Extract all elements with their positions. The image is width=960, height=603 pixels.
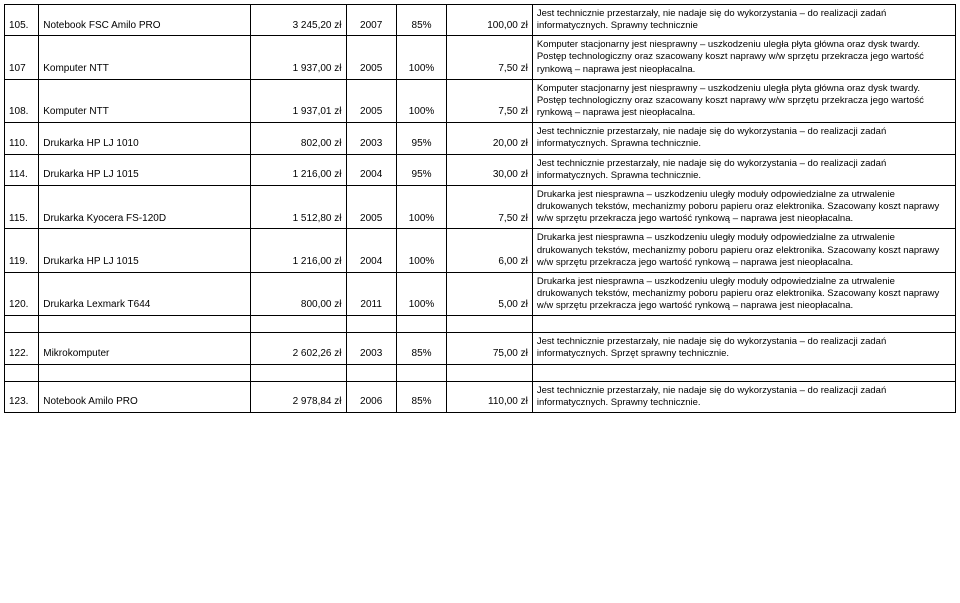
- cell-value: 802,00 zł: [250, 123, 346, 154]
- cell-description: Drukarka jest niesprawna – uszkodzeniu u…: [532, 229, 955, 272]
- cell-percent: 85%: [396, 5, 446, 36]
- row-gap: [5, 364, 956, 381]
- cell-year: 2004: [346, 229, 396, 272]
- cell-lp: 108.: [5, 79, 39, 122]
- cell-description: Jest technicznie przestarzały, nie nadaj…: [532, 154, 955, 185]
- row-gap: [5, 316, 956, 333]
- table-row: 120.Drukarka Lexmark T644800,00 zł201110…: [5, 272, 956, 315]
- cell-lp: 105.: [5, 5, 39, 36]
- cell-lp: 122.: [5, 333, 39, 364]
- cell-amount: 20,00 zł: [447, 123, 533, 154]
- cell-percent: 100%: [396, 185, 446, 228]
- cell-lp: 120.: [5, 272, 39, 315]
- cell-description: Komputer stacjonarny jest niesprawny – u…: [532, 36, 955, 79]
- cell-lp: 110.: [5, 123, 39, 154]
- cell-year: 2003: [346, 123, 396, 154]
- table-row: 119.Drukarka HP LJ 10151 216,00 zł200410…: [5, 229, 956, 272]
- cell-percent: 100%: [396, 229, 446, 272]
- cell-description: Jest technicznie przestarzały, nie nadaj…: [532, 123, 955, 154]
- table-row: 107Komputer NTT1 937,00 zł2005100%7,50 z…: [5, 36, 956, 79]
- cell-value: 800,00 zł: [250, 272, 346, 315]
- cell-description: Jest technicznie przestarzały, nie nadaj…: [532, 333, 955, 364]
- cell-amount: 7,50 zł: [447, 79, 533, 122]
- cell-amount: 7,50 zł: [447, 36, 533, 79]
- equipment-table: 105.Notebook FSC Amilo PRO3 245,20 zł200…: [4, 4, 956, 413]
- table-row: 114.Drukarka HP LJ 10151 216,00 zł200495…: [5, 154, 956, 185]
- cell-name: Drukarka Kyocera FS-120D: [39, 185, 251, 228]
- cell-lp: 119.: [5, 229, 39, 272]
- table-row: 115.Drukarka Kyocera FS-120D1 512,80 zł2…: [5, 185, 956, 228]
- cell-value: 1 937,00 zł: [250, 36, 346, 79]
- cell-year: 2005: [346, 79, 396, 122]
- cell-value: 1 216,00 zł: [250, 229, 346, 272]
- cell-value: 2 978,84 zł: [250, 381, 346, 412]
- cell-name: Komputer NTT: [39, 79, 251, 122]
- cell-year: 2005: [346, 185, 396, 228]
- cell-name: Mikrokomputer: [39, 333, 251, 364]
- cell-percent: 95%: [396, 154, 446, 185]
- cell-name: Drukarka HP LJ 1010: [39, 123, 251, 154]
- cell-value: 1 216,00 zł: [250, 154, 346, 185]
- cell-name: Notebook FSC Amilo PRO: [39, 5, 251, 36]
- cell-year: 2006: [346, 381, 396, 412]
- cell-description: Jest technicznie przestarzały, nie nadaj…: [532, 5, 955, 36]
- cell-lp: 114.: [5, 154, 39, 185]
- cell-amount: 6,00 zł: [447, 229, 533, 272]
- cell-percent: 85%: [396, 333, 446, 364]
- cell-amount: 30,00 zł: [447, 154, 533, 185]
- cell-value: 3 245,20 zł: [250, 5, 346, 36]
- cell-amount: 7,50 zł: [447, 185, 533, 228]
- table-row: 108.Komputer NTT1 937,01 zł2005100%7,50 …: [5, 79, 956, 122]
- cell-name: Drukarka Lexmark T644: [39, 272, 251, 315]
- cell-percent: 85%: [396, 381, 446, 412]
- cell-year: 2005: [346, 36, 396, 79]
- cell-percent: 100%: [396, 79, 446, 122]
- cell-value: 1 937,01 zł: [250, 79, 346, 122]
- cell-percent: 100%: [396, 36, 446, 79]
- cell-percent: 100%: [396, 272, 446, 315]
- cell-value: 1 512,80 zł: [250, 185, 346, 228]
- cell-year: 2004: [346, 154, 396, 185]
- cell-lp: 123.: [5, 381, 39, 412]
- cell-name: Komputer NTT: [39, 36, 251, 79]
- cell-amount: 100,00 zł: [447, 5, 533, 36]
- cell-description: Komputer stacjonarny jest niesprawny – u…: [532, 79, 955, 122]
- cell-description: Drukarka jest niesprawna – uszkodzeniu u…: [532, 185, 955, 228]
- cell-description: Drukarka jest niesprawna – uszkodzeniu u…: [532, 272, 955, 315]
- cell-percent: 95%: [396, 123, 446, 154]
- table-row: 110.Drukarka HP LJ 1010802,00 zł200395%2…: [5, 123, 956, 154]
- cell-year: 2011: [346, 272, 396, 315]
- cell-value: 2 602,26 zł: [250, 333, 346, 364]
- table-row: 105.Notebook FSC Amilo PRO3 245,20 zł200…: [5, 5, 956, 36]
- cell-name: Drukarka HP LJ 1015: [39, 154, 251, 185]
- cell-year: 2007: [346, 5, 396, 36]
- cell-amount: 5,00 zł: [447, 272, 533, 315]
- cell-description: Jest technicznie przestarzały, nie nadaj…: [532, 381, 955, 412]
- table-row: 122.Mikrokomputer2 602,26 zł200385%75,00…: [5, 333, 956, 364]
- cell-year: 2003: [346, 333, 396, 364]
- cell-name: Notebook Amilo PRO: [39, 381, 251, 412]
- cell-lp: 115.: [5, 185, 39, 228]
- table-row: 123.Notebook Amilo PRO2 978,84 zł200685%…: [5, 381, 956, 412]
- cell-amount: 75,00 zł: [447, 333, 533, 364]
- cell-name: Drukarka HP LJ 1015: [39, 229, 251, 272]
- cell-lp: 107: [5, 36, 39, 79]
- cell-amount: 110,00 zł: [447, 381, 533, 412]
